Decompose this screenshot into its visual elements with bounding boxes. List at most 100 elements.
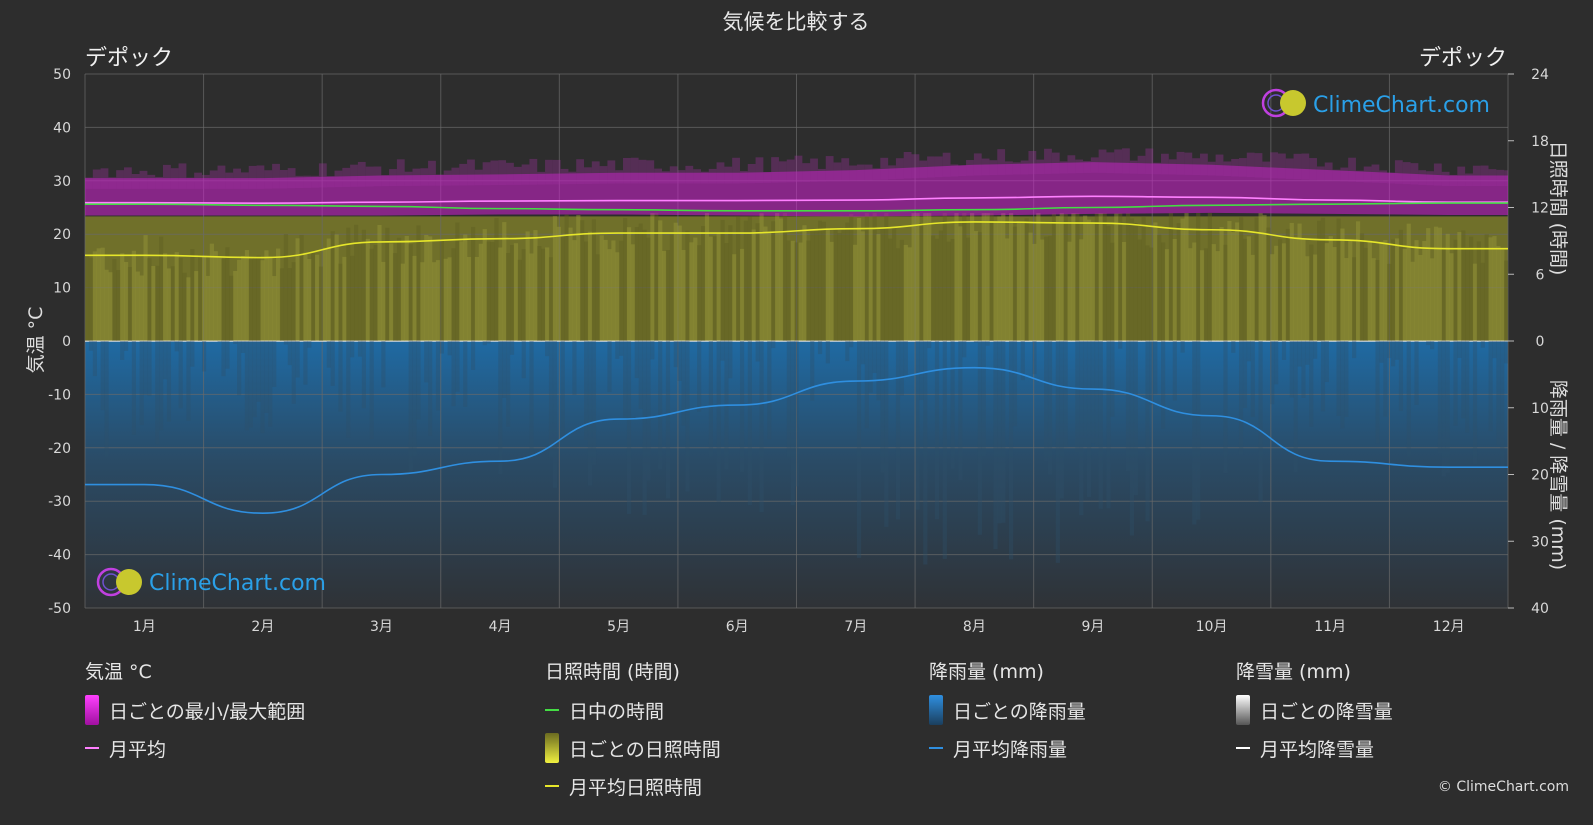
daily-rainfall-bar xyxy=(256,341,261,402)
daily-sunshine-bar xyxy=(880,228,885,341)
daily-sunshine-bar xyxy=(268,256,273,341)
daily-sunshine-bar xyxy=(568,227,573,341)
daily-sunshine-bar xyxy=(1324,243,1329,341)
daily-rainfall-bar xyxy=(217,341,222,342)
daily-temperature-bar xyxy=(1051,152,1060,174)
daily-rainfall-bar xyxy=(248,341,253,428)
daily-rainfall-bar xyxy=(1047,341,1053,475)
daily-rainfall-bar xyxy=(884,341,889,527)
daily-sunshine-bar xyxy=(1238,217,1244,341)
legend-daily-snow-label: 日ごとの降雪量 xyxy=(1260,700,1393,723)
daily-temperature-bar xyxy=(802,163,811,182)
daily-sunshine-bar xyxy=(1227,221,1232,341)
daily-rainfall-bar xyxy=(993,341,998,550)
daily-sunshine-bar xyxy=(412,255,417,341)
daily-temperature-bar xyxy=(1394,160,1403,184)
daily-temperature-bar xyxy=(1005,161,1013,175)
x-tick-label: 10月 xyxy=(1196,619,1228,635)
daily-temperature-bar xyxy=(708,168,717,184)
daily-sunshine-bar xyxy=(576,214,581,341)
daily-temperature-bar xyxy=(513,166,522,185)
daily-sunshine-bar xyxy=(626,227,632,341)
daily-temperature-bar xyxy=(1207,161,1216,176)
daily-sunshine-bar xyxy=(884,213,889,341)
daily-rainfall-bar xyxy=(790,341,795,506)
daily-rainfall-bar xyxy=(244,341,250,431)
daily-rainfall-bar xyxy=(521,341,526,379)
daily-sunshine-bar xyxy=(997,216,1002,341)
daily-sunshine-bar xyxy=(346,227,351,341)
daily-rainfall-bar xyxy=(88,341,94,351)
daily-rainfall-bar xyxy=(607,341,612,393)
daily-rainfall-bar xyxy=(1086,341,1092,497)
daily-sunshine-bar xyxy=(1274,245,1279,341)
daily-sunshine-bar xyxy=(1083,215,1088,341)
daily-sunshine-bar xyxy=(856,217,862,341)
y-left-tick-label: 20 xyxy=(53,227,71,243)
daily-sunshine-bar xyxy=(1359,233,1365,341)
daily-sunshine-bar xyxy=(1492,236,1497,341)
daily-sunshine-bar xyxy=(1219,226,1224,341)
y-left-tick-label: 0 xyxy=(62,334,71,350)
daily-rainfall-bar xyxy=(1059,341,1064,499)
daylight-swatch xyxy=(545,709,559,711)
daily-sunshine-bar xyxy=(1071,213,1076,341)
daily-sunshine-bar xyxy=(127,266,133,341)
daily-rainfall-bar xyxy=(303,341,308,385)
daily-sunshine-bar xyxy=(981,213,986,341)
daily-sunshine-bar xyxy=(845,222,850,341)
daily-rainfall-bar xyxy=(728,341,733,379)
legend-sun-header: 日照時間 (時間) xyxy=(545,661,680,683)
daily-rainfall-bar xyxy=(1441,341,1446,477)
daily-sunshine-bar xyxy=(775,213,780,341)
daily-sunshine-bar xyxy=(673,222,678,341)
daily-temperature-bar xyxy=(864,164,873,181)
legend-daylight: 日中の時間 xyxy=(545,698,721,723)
daily-sunshine-bar xyxy=(420,262,425,341)
daily-temperature-bar xyxy=(342,167,351,187)
y-left-tick-label: -40 xyxy=(48,548,71,564)
daily-sunshine-bar xyxy=(989,213,994,341)
daily-rainfall-bar xyxy=(233,341,238,344)
daily-sunshine-bar xyxy=(147,258,152,341)
daily-sunshine-bar xyxy=(1430,258,1435,341)
daily-temperature-bar xyxy=(467,159,475,186)
legend-snow-header: 降雪量 (mm) xyxy=(1236,661,1351,683)
daily-sunshine-bar xyxy=(396,237,402,341)
daily-sunshine-bar xyxy=(700,226,706,341)
daily-temperature-bar xyxy=(295,175,304,189)
daily-temperature-bar xyxy=(1379,170,1388,184)
daily-sunshine-bar xyxy=(447,257,452,341)
daily-rainfall-bar xyxy=(1297,341,1302,367)
daily-temperature-bar xyxy=(1340,167,1349,182)
daily-sunshine-bar xyxy=(498,247,503,341)
daily-sunshine-bar xyxy=(1047,235,1053,341)
daily-sunshine-bar xyxy=(1344,258,1349,341)
daily-sunshine-bar xyxy=(759,213,764,341)
daily-sunshine-bar xyxy=(1188,248,1193,341)
daily-sunshine-bar xyxy=(907,247,912,341)
daily-sunshine-bar xyxy=(252,257,257,341)
daily-sunshine-bar xyxy=(1250,254,1255,341)
daily-sunshine-bar xyxy=(1266,227,1271,341)
daily-sunshine-bar xyxy=(888,238,893,341)
copyright: © ClimeChart.com xyxy=(1437,779,1569,795)
daily-sunshine-bar xyxy=(1118,213,1123,341)
daily-rainfall-bar xyxy=(868,341,873,393)
daily-rainfall-bar xyxy=(650,341,655,360)
daily-rainfall-bar xyxy=(1352,341,1357,359)
daily-rainfall-bar xyxy=(350,341,355,358)
daily-sunshine-bar xyxy=(954,213,959,341)
daily-temperature-bar xyxy=(1223,161,1232,177)
daily-temperature-bar xyxy=(1161,153,1169,175)
daily-temperature-bar xyxy=(1441,171,1450,186)
daily-temperature-bar xyxy=(973,153,982,176)
daily-temperature-bar xyxy=(1316,166,1325,181)
daily-rainfall-bar xyxy=(919,341,924,401)
daily-sunshine-bar xyxy=(529,253,534,341)
daily-sunshine-bar xyxy=(233,270,238,341)
daily-sunshine-bar xyxy=(892,228,897,341)
daily-sunshine-bar xyxy=(139,275,144,341)
x-tick-label: 3月 xyxy=(370,619,393,635)
daily-sunshine-bar xyxy=(521,249,526,341)
